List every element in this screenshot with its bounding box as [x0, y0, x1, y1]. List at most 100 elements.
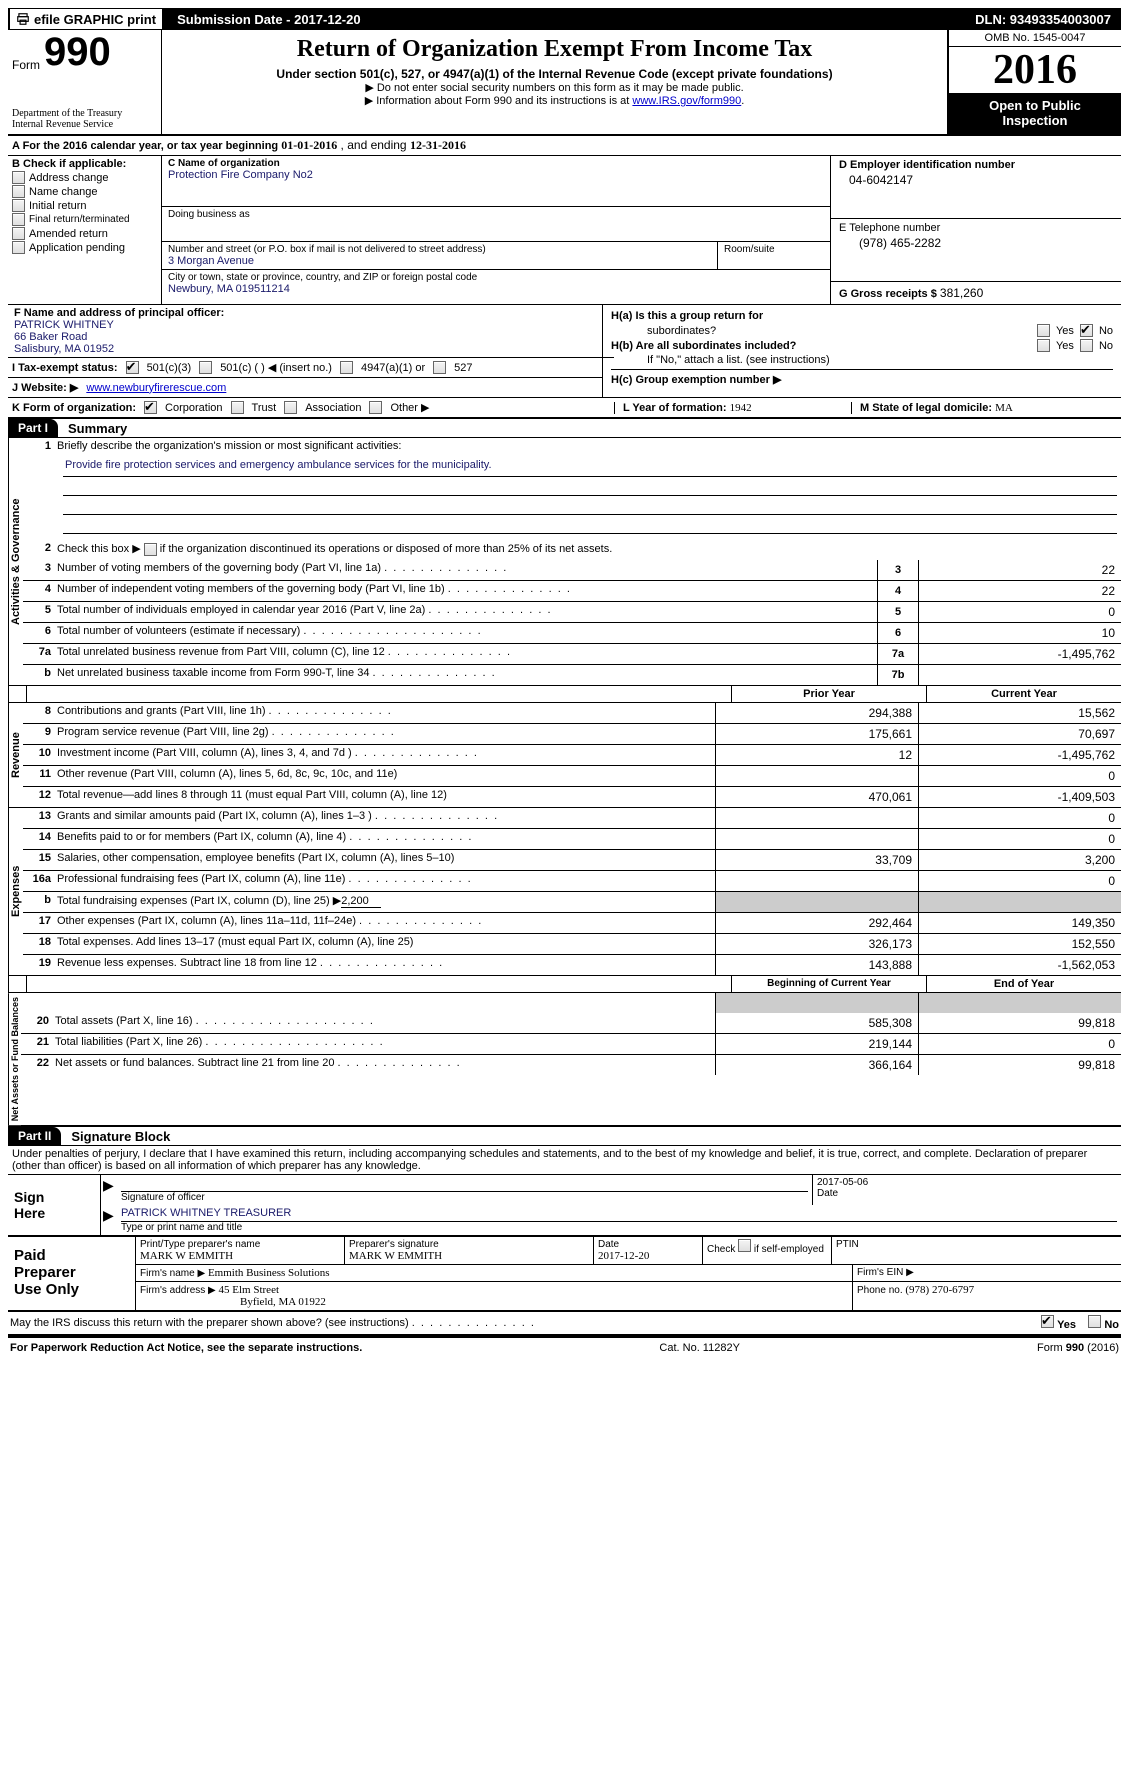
chk-application-pending[interactable] [12, 241, 25, 254]
chk-ha-no[interactable] [1080, 324, 1093, 337]
revenue-block: Revenue 8Contributions and grants (Part … [8, 703, 1121, 808]
top-bar: efile GRAPHIC print Submission Date - 20… [8, 8, 1121, 30]
discuss-row: May the IRS discuss this return with the… [8, 1312, 1121, 1336]
line-4-label: Number of independent voting members of … [55, 581, 877, 597]
tel-label: E Telephone number [839, 222, 940, 234]
chk-address-change[interactable] [12, 171, 25, 184]
gross-label: G Gross receipts $ [839, 288, 937, 300]
sign-here-block: SignHere ▶ Signature of officer 2017-05-… [8, 1175, 1121, 1237]
officer-label: F Name and address of principal officer: [14, 307, 224, 319]
org-name-label: C Name of organization [168, 158, 280, 169]
col-c-org-info: C Name of organization Protection Fire C… [162, 156, 831, 304]
irs-link[interactable]: www.IRS.gov/form990 [632, 95, 741, 107]
city-label: City or town, state or province, country… [168, 272, 824, 283]
tax-year: 2016 [949, 47, 1121, 94]
line-7a-label: Total unrelated business revenue from Pa… [55, 644, 877, 660]
omb-number: OMB No. 1545-0047 [949, 30, 1121, 47]
officer-addr1: 66 Baker Road [14, 331, 87, 343]
chk-final-return[interactable] [12, 213, 25, 226]
chk-self-employed[interactable] [738, 1239, 751, 1252]
line-5-val: 0 [918, 602, 1121, 622]
chk-other[interactable] [369, 401, 382, 414]
form-ref: Form 990 (2016) [1037, 1342, 1119, 1354]
col-b-header: B Check if applicable: [12, 158, 157, 170]
sign-here-label: SignHere [8, 1175, 101, 1235]
chk-amended-return[interactable] [12, 227, 25, 240]
line-16b-val: 2,200 [341, 895, 381, 908]
year-formation: 1942 [730, 402, 752, 414]
chk-trust[interactable] [231, 401, 244, 414]
open-to-public: Open to Public Inspection [949, 94, 1121, 134]
chk-discuss-yes[interactable] [1041, 1315, 1054, 1328]
line-6-label: Total number of volunteers (estimate if … [55, 623, 877, 639]
net-assets-block: Net Assets or Fund Balances 20Total asse… [8, 993, 1121, 1127]
h-block: H(a) Is this a group return for subordin… [602, 305, 1121, 397]
triangle-icon: ▶ [101, 1205, 117, 1235]
line-7b-label: Net unrelated business taxable income fr… [55, 665, 877, 681]
state-domicile-label: M State of legal domicile: [860, 402, 992, 414]
chk-527[interactable] [433, 361, 446, 374]
firm-addr2: Byfield, MA 01922 [140, 1296, 848, 1308]
ein-label: D Employer identification number [839, 159, 1015, 171]
chk-initial-return[interactable] [12, 199, 25, 212]
signature-officer-line[interactable] [121, 1177, 808, 1192]
efile-print-button[interactable]: efile GRAPHIC print [9, 8, 163, 30]
state-domicile: MA [995, 402, 1013, 414]
dept-treasury: Department of the Treasury [12, 108, 157, 119]
form-number: 990 [44, 32, 111, 72]
officer-addr2: Salisbury, MA 01952 [14, 343, 114, 355]
line-7b-val [918, 665, 1121, 685]
signature-officer-label: Signature of officer [121, 1192, 808, 1203]
printer-icon [16, 12, 30, 26]
dba-label: Doing business as [168, 209, 824, 220]
chk-discuss-no[interactable] [1088, 1315, 1101, 1328]
chk-line2[interactable] [144, 543, 157, 556]
page-footer: For Paperwork Reduction Act Notice, see … [8, 1338, 1121, 1358]
dept-irs: Internal Revenue Service [12, 119, 157, 130]
part-i-tab: Part I [8, 419, 58, 437]
form-word: Form [12, 58, 40, 72]
officer-name: PATRICK WHITNEY [14, 319, 114, 331]
activities-governance-block: Activities & Governance 1Briefly describ… [8, 438, 1121, 686]
chk-501c[interactable] [199, 361, 212, 374]
website-link[interactable]: www.newburyfirerescue.com [86, 382, 226, 394]
expenses-block: Expenses 13Grants and similar amounts pa… [8, 808, 1121, 976]
chk-ha-yes[interactable] [1037, 324, 1050, 337]
chk-501c3[interactable] [126, 361, 139, 374]
firm-addr1: 45 Elm Street [219, 1284, 280, 1296]
row-k-form-of-org: K Form of organization: Corporation Trus… [8, 398, 1121, 419]
hdr-prior-year: Prior Year [731, 686, 926, 702]
room-suite-label: Room/suite [718, 242, 830, 269]
street-label: Number and street (or P.O. box if mail i… [168, 244, 711, 255]
form-title: Return of Organization Exempt From Incom… [170, 36, 939, 63]
form-subtitle-3: ▶ Information about Form 990 and its ins… [170, 94, 939, 107]
preparer-date-label: Date [598, 1239, 698, 1250]
vtab-expenses: Expenses [8, 808, 23, 975]
paid-preparer-label: PaidPreparerUse Only [8, 1237, 136, 1310]
hc-label: H(c) Group exemption number ▶ [611, 373, 781, 386]
chk-4947[interactable] [340, 361, 353, 374]
triangle-icon: ▶ [101, 1175, 117, 1205]
chk-hb-no[interactable] [1080, 339, 1093, 352]
paperwork-notice: For Paperwork Reduction Act Notice, see … [10, 1342, 362, 1354]
chk-name-change[interactable] [12, 185, 25, 198]
chk-hb-yes[interactable] [1037, 339, 1050, 352]
header-left: Form 990 Department of the Treasury Inte… [8, 30, 162, 134]
mission-text: Provide fire protection services and eme… [63, 458, 1117, 477]
firm-ein-label: Firm's EIN ▶ [853, 1265, 1121, 1281]
line-1-label: Briefly describe the organization's miss… [55, 438, 1121, 454]
ein-value: 04-6042147 [839, 171, 1113, 189]
col-d-right: D Employer identification number 04-6042… [831, 156, 1121, 304]
dln-label: DLN: 93493354003007 [965, 12, 1121, 27]
part-ii-title: Signature Block [71, 1129, 170, 1144]
firm-name: Emmith Business Solutions [208, 1267, 330, 1279]
preparer-name: MARK W EMMITH [140, 1250, 340, 1262]
row-i-tax-status: I Tax-exempt status: 501(c)(3) 501(c) ( … [8, 358, 602, 378]
vtab-activities: Activities & Governance [8, 438, 23, 685]
block-bcdg: B Check if applicable: Address change Na… [8, 156, 1121, 305]
chk-association[interactable] [284, 401, 297, 414]
line-5-label: Total number of individuals employed in … [55, 602, 877, 618]
chk-corporation[interactable] [144, 401, 157, 414]
form-header: Form 990 Department of the Treasury Inte… [8, 30, 1121, 136]
line-7a-val: -1,495,762 [918, 644, 1121, 664]
